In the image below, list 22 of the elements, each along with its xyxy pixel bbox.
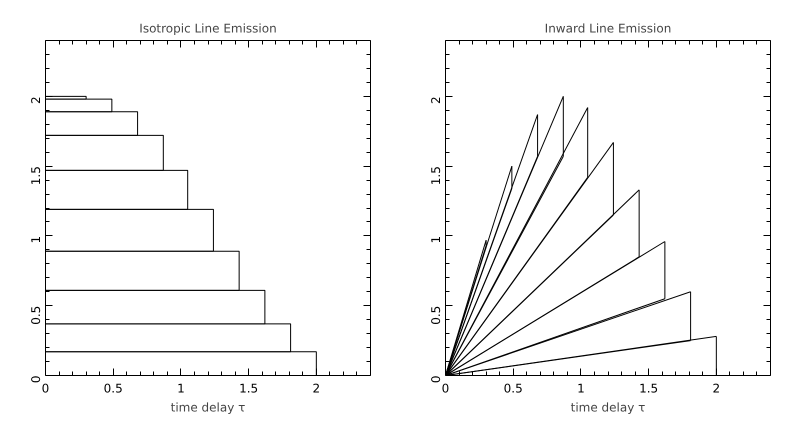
- x-tick-label: 1.5: [639, 382, 658, 396]
- x-axis-title: time delay τ: [170, 400, 246, 414]
- x-tick-label: 1.5: [239, 382, 258, 396]
- y-tick-label: 0.5: [29, 306, 43, 325]
- x-tick-label: 1: [177, 382, 185, 396]
- chart-title: Inward Line Emission: [544, 22, 672, 36]
- x-axis-title: time delay τ: [570, 400, 646, 414]
- y-tick-label: 1: [29, 236, 43, 244]
- chart-title: Isotropic Line Emission: [139, 22, 277, 36]
- y-tick-label: 0: [29, 375, 43, 384]
- y-tick-label: 2: [429, 96, 443, 104]
- y-tick-label: 2: [29, 96, 43, 104]
- y-tick-label: 0: [429, 375, 443, 384]
- x-tick-label: 0.5: [504, 382, 523, 396]
- y-tick-label: 1: [429, 236, 443, 244]
- y-tick-label: 0.5: [429, 306, 443, 325]
- y-tick-label: 1.5: [29, 166, 43, 186]
- y-tick-label: 1.5: [429, 166, 443, 186]
- x-tick-label: 2: [312, 382, 320, 396]
- x-tick-label: 2: [712, 382, 720, 396]
- x-tick-label: 1: [577, 382, 585, 396]
- x-tick-label: 0.5: [104, 382, 123, 396]
